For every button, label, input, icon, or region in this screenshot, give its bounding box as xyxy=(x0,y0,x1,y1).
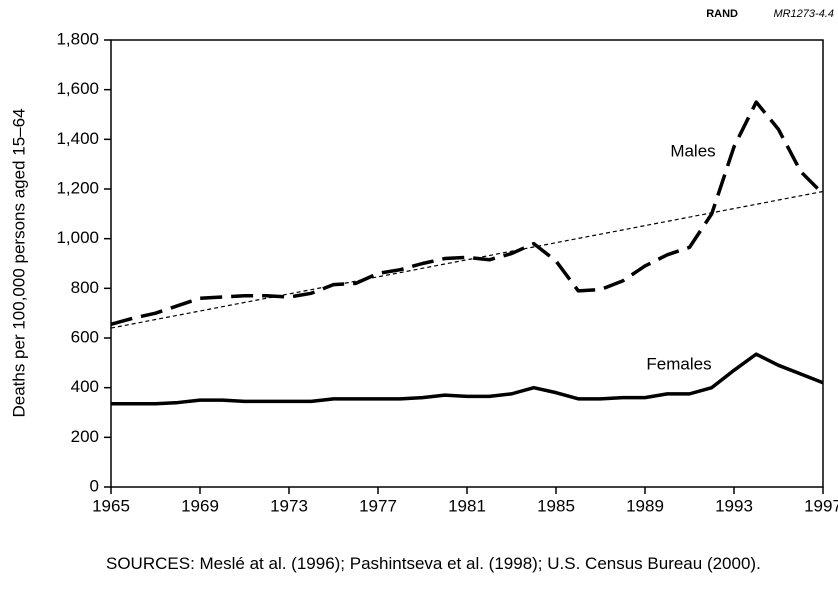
trend-line xyxy=(110,190,824,329)
x-tick-label: 1997 xyxy=(804,496,838,515)
header-org: RAND xyxy=(706,8,738,20)
x-tick-label: 1981 xyxy=(448,496,486,515)
header-code: MR1273-4.4 xyxy=(773,8,834,20)
y-tick-label: 1,800 xyxy=(56,29,99,48)
y-tick-label: 800 xyxy=(71,278,99,297)
x-tick-label: 1973 xyxy=(270,496,308,515)
x-tick-label: 1989 xyxy=(626,496,664,515)
y-tick-label: 0 xyxy=(90,476,99,495)
plot-frame xyxy=(110,39,824,488)
series-label: Females xyxy=(646,354,711,373)
y-tick-label: 1,200 xyxy=(56,178,99,197)
y-tick-label: 1,000 xyxy=(56,228,99,247)
y-tick-label: 1,400 xyxy=(56,129,99,148)
series-label: Males xyxy=(670,141,715,160)
x-tick-label: 1985 xyxy=(537,496,575,515)
series-line xyxy=(110,100,825,327)
y-tick-label: 600 xyxy=(71,327,99,346)
x-tick-label: 1965 xyxy=(92,496,130,515)
y-tick-label: 1,600 xyxy=(56,79,99,98)
y-tick-label: 400 xyxy=(71,377,99,396)
y-axis-label: Deaths per 100,000 persons aged 15–64 xyxy=(9,108,28,417)
x-tick-label: 1977 xyxy=(359,496,397,515)
series-line xyxy=(111,352,824,406)
x-tick-label: 1993 xyxy=(715,496,753,515)
x-tick-label: 1969 xyxy=(181,496,219,515)
y-tick-label: 200 xyxy=(71,427,99,446)
chart: RAND MR1273-4.4 Deaths per 100,000 perso… xyxy=(9,8,838,516)
source-note: SOURCES: Meslé at al. (1996); Pashintsev… xyxy=(106,554,761,573)
